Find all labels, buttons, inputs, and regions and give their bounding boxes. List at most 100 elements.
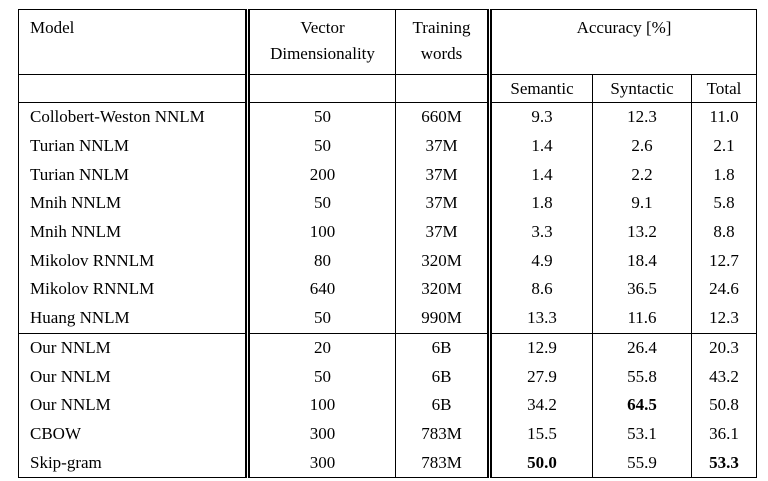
header-model: Model — [18, 9, 248, 75]
table-row: CBOW 300 783M 15.5 53.1 36.1 — [19, 419, 757, 449]
cell-syntactic-accuracy: 26.4 — [592, 332, 692, 363]
cell-vector-dimensionality: 100 — [245, 390, 396, 420]
cell-total-accuracy: 53.3 — [690, 448, 757, 478]
cell-total-accuracy: 11.0 — [690, 102, 757, 132]
cell-total-accuracy: 20.3 — [690, 332, 757, 363]
cell-semantic-accuracy: 50.0 — [487, 448, 593, 478]
cell-model: Our NNLM — [30, 395, 111, 415]
cell-vector-dimensionality: 640 — [245, 275, 396, 304]
table-row: Mikolov RNNLM 640 320M 8.6 36.5 24.6 — [19, 275, 757, 304]
cell-training-words: 783M — [395, 448, 490, 478]
cell-total-accuracy: 8.8 — [690, 217, 757, 247]
cell-total-accuracy: 36.1 — [690, 419, 757, 449]
cell-training-words: 990M — [395, 303, 490, 333]
table-row: Mnih NNLM 100 37M 3.3 13.2 8.8 — [19, 217, 757, 247]
cell-vector-dimensionality: 50 — [245, 362, 396, 391]
cell-total-accuracy: 1.8 — [690, 160, 757, 190]
cell-syntactic-accuracy: 53.1 — [592, 419, 692, 449]
cell-training-words: 320M — [395, 246, 490, 276]
cell-model: Collobert-Weston NNLM — [30, 107, 205, 127]
cell-model: Mnih NNLM — [30, 222, 122, 242]
header-training-words: Training words — [395, 9, 490, 75]
cell-model: Turian NNLM — [30, 164, 130, 184]
cell-total-accuracy: 43.2 — [690, 362, 757, 391]
cell-training-words: 783M — [395, 419, 490, 449]
cell-vector-dimensionality: 300 — [245, 419, 396, 449]
header-vector-dimensionality: Vector Dimensionality — [245, 9, 396, 75]
cell-vector-dimensionality: 50 — [245, 303, 396, 333]
cell-syntactic-accuracy: 55.9 — [592, 448, 692, 478]
cell-semantic-accuracy: 27.9 — [487, 362, 593, 391]
header-empty-model — [18, 74, 248, 103]
cell-model: Skip-gram — [30, 452, 102, 472]
header-vector-line1: Vector — [300, 18, 345, 37]
table-row: Collobert-Weston NNLM 50 660M 9.3 12.3 11.0 — [19, 102, 757, 132]
cell-vector-dimensionality: 300 — [245, 448, 396, 478]
cell-training-words: 6B — [395, 390, 490, 420]
cell-model: Huang NNLM — [30, 308, 130, 328]
header-vector-line2: Dimensionality — [270, 44, 375, 63]
cell-semantic-accuracy: 15.5 — [487, 419, 593, 449]
cell-syntactic-accuracy: 18.4 — [592, 246, 692, 276]
cell-semantic-accuracy: 4.9 — [487, 246, 593, 276]
cell-total-accuracy: 2.1 — [690, 131, 757, 161]
header-training-line1: Training — [412, 18, 471, 37]
header-accuracy: Accuracy [%] — [486, 9, 757, 75]
cell-syntactic-accuracy: 64.5 — [592, 390, 692, 420]
cell-model: Mikolov RNNLM — [30, 279, 155, 299]
cell-model: CBOW — [30, 423, 81, 443]
table-row: Turian NNLM 50 37M 1.4 2.6 2.1 — [19, 131, 757, 161]
header-row-1: Model Vector Dimensionality Training wor… — [18, 9, 757, 75]
cell-training-words: 6B — [395, 362, 490, 391]
cell-vector-dimensionality: 20 — [245, 332, 396, 363]
cell-total-accuracy: 5.8 — [690, 189, 757, 218]
cell-semantic-accuracy: 12.9 — [487, 332, 593, 363]
cell-training-words: 660M — [395, 102, 490, 132]
cell-semantic-accuracy: 34.2 — [487, 390, 593, 420]
table-row: Huang NNLM 50 990M 13.3 11.6 12.3 — [19, 303, 757, 333]
table-row: Skip-gram 300 783M 50.0 55.9 53.3 — [19, 448, 757, 478]
cell-vector-dimensionality: 50 — [245, 131, 396, 161]
cell-semantic-accuracy: 9.3 — [487, 102, 593, 132]
cell-vector-dimensionality: 50 — [245, 102, 396, 132]
cell-vector-dimensionality: 50 — [245, 189, 396, 218]
cell-model: Our NNLM — [30, 366, 111, 386]
header-empty-training — [395, 74, 490, 103]
results-table: Model Vector Dimensionality Training wor… — [18, 9, 758, 478]
header-semantic: Semantic — [487, 74, 593, 103]
cell-training-words: 37M — [395, 189, 490, 218]
cell-vector-dimensionality: 200 — [245, 160, 396, 190]
table-row: Our NNLM 50 6B 27.9 55.8 43.2 — [19, 362, 757, 391]
cell-training-words: 37M — [395, 160, 490, 190]
cell-vector-dimensionality: 100 — [245, 217, 396, 247]
cell-syntactic-accuracy: 9.1 — [592, 189, 692, 218]
cell-training-words: 6B — [395, 332, 490, 363]
cell-semantic-accuracy: 1.8 — [487, 189, 593, 218]
cell-model: Our NNLM — [18, 332, 248, 363]
table-row: Our NNLM 20 6B 12.9 26.4 20.3 — [18, 332, 757, 363]
cell-total-accuracy: 50.8 — [690, 390, 757, 420]
table-body: Collobert-Weston NNLM 50 660M 9.3 12.3 11.0 Tu… — [18, 102, 757, 478]
header-syntactic: Syntactic — [592, 74, 692, 103]
cell-training-words: 320M — [395, 275, 490, 304]
cell-semantic-accuracy: 3.3 — [487, 217, 593, 247]
cell-syntactic-accuracy: 55.8 — [592, 362, 692, 391]
cell-total-accuracy: 12.7 — [690, 246, 757, 276]
cell-training-words: 37M — [395, 131, 490, 161]
cell-semantic-accuracy: 1.4 — [487, 160, 593, 190]
cell-semantic-accuracy: 13.3 — [487, 303, 593, 333]
cell-model: Mikolov RNNLM — [30, 250, 155, 270]
table-row: Turian NNLM 200 37M 1.4 2.2 1.8 — [19, 160, 757, 190]
cell-semantic-accuracy: 1.4 — [487, 131, 593, 161]
cell-syntactic-accuracy: 2.2 — [592, 160, 692, 190]
cell-syntactic-accuracy: 2.6 — [592, 131, 692, 161]
table-row: Mnih NNLM 50 37M 1.8 9.1 5.8 — [19, 189, 757, 218]
cell-syntactic-accuracy: 36.5 — [592, 275, 692, 304]
cell-total-accuracy: 24.6 — [690, 275, 757, 304]
header-empty-vector — [245, 74, 396, 103]
cell-model: Turian NNLM — [30, 136, 130, 156]
cell-syntactic-accuracy: 13.2 — [592, 217, 692, 247]
cell-semantic-accuracy: 8.6 — [487, 275, 593, 304]
table-row: Our NNLM 100 6B 34.2 64.5 50.8 — [19, 390, 757, 420]
